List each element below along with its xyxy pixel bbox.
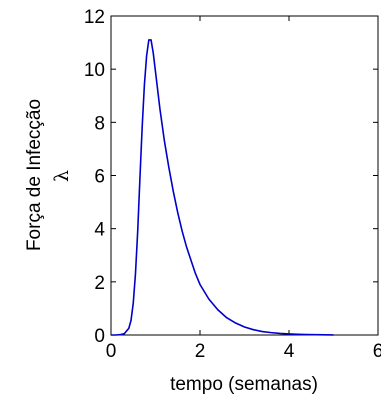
y-tick-label: 2 [94,273,105,294]
x-tick-label: 6 [373,341,381,362]
x-axis-label: tempo (semanas) [170,374,318,395]
y-tick-label: 8 [94,113,105,134]
y-tick-label: 0 [94,326,105,347]
series-layer [111,39,334,336]
y-tick-label: 10 [84,60,105,81]
x-tick-label: 2 [195,341,206,362]
x-tick-label: 4 [284,341,295,362]
tick-labels: 0 2 4 6 0 2 4 6 8 10 12 [84,7,381,362]
y-tick-label: 6 [94,167,105,188]
y-tick-label: 4 [94,220,105,241]
series-line [111,39,334,336]
y-tick-label: 12 [84,7,105,28]
x-tick-label: 0 [106,341,117,362]
y-axis-symbol: λ [51,170,73,182]
y-axis-label: Força de Infecção [24,99,45,251]
